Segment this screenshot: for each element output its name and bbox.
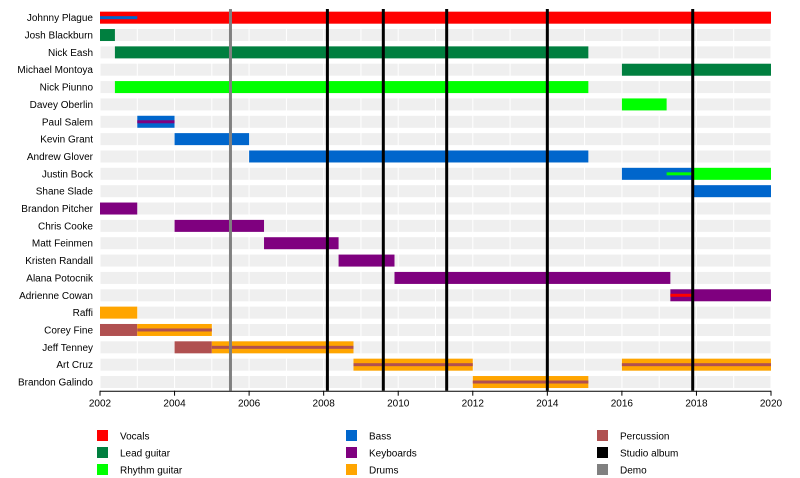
legend-swatch-demo bbox=[597, 464, 608, 475]
legend-label-demo: Demo bbox=[620, 466, 647, 477]
bar-justin-bock-bass bbox=[621, 167, 693, 180]
x-axis: 2002 2004 2006 2008 2010 2012 2014 2016 2018 2020 bbox=[89, 390, 783, 410]
legend-label-studio-album: Studio album bbox=[620, 449, 678, 460]
bar-chris-cooke-keyboards bbox=[174, 219, 265, 232]
x-tick-label-2004: 2004 bbox=[163, 399, 186, 410]
member-name-alana-potocnik: Alana Potocnik bbox=[26, 273, 94, 284]
member-name-adrienne-cowan: Adrienne Cowan bbox=[19, 291, 93, 302]
x-tick-label-2016: 2016 bbox=[611, 399, 634, 410]
x-tick-label-2006: 2006 bbox=[238, 399, 261, 410]
x-tick-label-2014: 2014 bbox=[536, 399, 559, 410]
bar-corey-fine-percussion bbox=[100, 323, 138, 336]
bar-justin-bock-rhythm-guitar-secondary bbox=[666, 172, 693, 176]
member-names: Johnny Plague Josh Blackburn Nick Eash Mich… bbox=[17, 13, 94, 388]
member-name-brandon-pitcher: Brandon Pitcher bbox=[21, 204, 93, 215]
member-name-shane-slade: Shane Slade bbox=[36, 187, 94, 198]
bar-art-cruz-percussion-secondary bbox=[353, 363, 473, 367]
member-name-matt-feinmen: Matt Feinmen bbox=[32, 239, 93, 250]
member-name-jeff-tenney: Jeff Tenney bbox=[42, 343, 93, 354]
bar-kevin-grant-bass bbox=[174, 133, 250, 146]
member-name-josh-blackburn: Josh Blackburn bbox=[25, 31, 93, 42]
bar-shane-slade-bass bbox=[692, 185, 771, 198]
member-name-davey-oberlin: Davey Oberlin bbox=[30, 100, 93, 111]
bar-adrienne-cowan-keyboards bbox=[670, 289, 771, 302]
legend-label-drums: Drums bbox=[369, 466, 398, 477]
x-tick-label-2010: 2010 bbox=[387, 399, 410, 410]
member-name-raffi: Raffi bbox=[73, 308, 93, 319]
bar-brandon-galindo-percussion-secondary bbox=[472, 380, 589, 384]
bar-nick-piunno-rhythm-guitar bbox=[114, 81, 589, 94]
x-tick-label-2002: 2002 bbox=[89, 399, 112, 410]
bar-paul-salem-keyboards-secondary bbox=[137, 120, 175, 124]
member-name-kristen-randall: Kristen Randall bbox=[25, 256, 93, 267]
bar-josh-blackburn-lead-guitar bbox=[100, 29, 115, 42]
x-tick-label-2018: 2018 bbox=[685, 399, 708, 410]
bar-jeff-tenney-percussion-secondary bbox=[211, 345, 354, 349]
legend-swatch-keyboards bbox=[346, 447, 357, 458]
legend-swatch-studio-album bbox=[597, 447, 608, 458]
member-name-michael-montoya: Michael Montoya bbox=[17, 65, 93, 76]
bar-nick-eash-lead-guitar bbox=[114, 46, 589, 59]
legend-label-rhythm-guitar: Rhythm guitar bbox=[120, 466, 183, 477]
x-tick-label-2008: 2008 bbox=[313, 399, 336, 410]
bar-brandon-pitcher-keyboards bbox=[100, 202, 138, 215]
member-name-andrew-glover: Andrew Glover bbox=[27, 152, 94, 163]
bar-justin-bock-rhythm-guitar bbox=[692, 167, 771, 180]
bar-johnny-plague-bass-secondary bbox=[100, 16, 138, 20]
legend-swatch-vocals bbox=[97, 430, 108, 441]
bar-andrew-glover-bass bbox=[249, 150, 589, 163]
member-name-nick-eash: Nick Eash bbox=[48, 48, 93, 59]
legend-label-lead-guitar: Lead guitar bbox=[120, 449, 171, 460]
member-name-art-cruz: Art Cruz bbox=[56, 360, 93, 371]
legend-swatch-percussion bbox=[597, 430, 608, 441]
bar-alana-potocnik-keyboards bbox=[394, 271, 671, 284]
bar-johnny-plague-vocals bbox=[100, 11, 771, 24]
bar-corey-fine-percussion-secondary bbox=[137, 328, 212, 332]
bar-raffi-drums bbox=[100, 306, 138, 319]
legend-swatch-rhythm-guitar bbox=[97, 464, 108, 475]
member-name-nick-piunno: Nick Piunno bbox=[40, 83, 94, 94]
event-lines bbox=[228, 9, 695, 391]
member-name-brandon-galindo: Brandon Galindo bbox=[18, 378, 93, 389]
member-name-justin-bock: Justin Bock bbox=[42, 169, 94, 180]
legend-label-bass: Bass bbox=[369, 432, 391, 443]
x-tick-label-2020: 2020 bbox=[760, 399, 783, 410]
member-bars bbox=[100, 11, 771, 389]
bar-davey-oberlin-rhythm-guitar bbox=[621, 98, 667, 111]
member-name-johnny-plague: Johnny Plague bbox=[27, 13, 94, 24]
bar-art-cruz-percussion-secondary bbox=[621, 363, 771, 367]
legend-label-percussion: Percussion bbox=[620, 432, 669, 443]
legend: Vocals Lead guitar Rhythm guitar Bass Keyboa… bbox=[97, 430, 678, 477]
legend-label-vocals: Vocals bbox=[120, 432, 149, 443]
member-name-corey-fine: Corey Fine bbox=[44, 325, 93, 336]
legend-swatch-bass bbox=[346, 430, 357, 441]
legend-swatch-lead-guitar bbox=[97, 447, 108, 458]
bar-kristen-randall-keyboards bbox=[338, 254, 395, 267]
member-name-kevin-grant: Kevin Grant bbox=[40, 135, 93, 146]
bar-matt-feinmen-keyboards bbox=[264, 237, 339, 250]
bar-adrienne-cowan-vocals-secondary bbox=[670, 293, 693, 297]
bar-jeff-tenney-percussion bbox=[174, 341, 212, 354]
bar-michael-montoya-lead-guitar bbox=[621, 63, 771, 76]
legend-label-keyboards: Keyboards bbox=[369, 449, 417, 460]
member-name-paul-salem: Paul Salem bbox=[42, 117, 93, 128]
legend-swatch-drums bbox=[346, 464, 357, 475]
x-tick-label-2012: 2012 bbox=[462, 399, 485, 410]
member-name-chris-cooke: Chris Cooke bbox=[38, 221, 93, 232]
